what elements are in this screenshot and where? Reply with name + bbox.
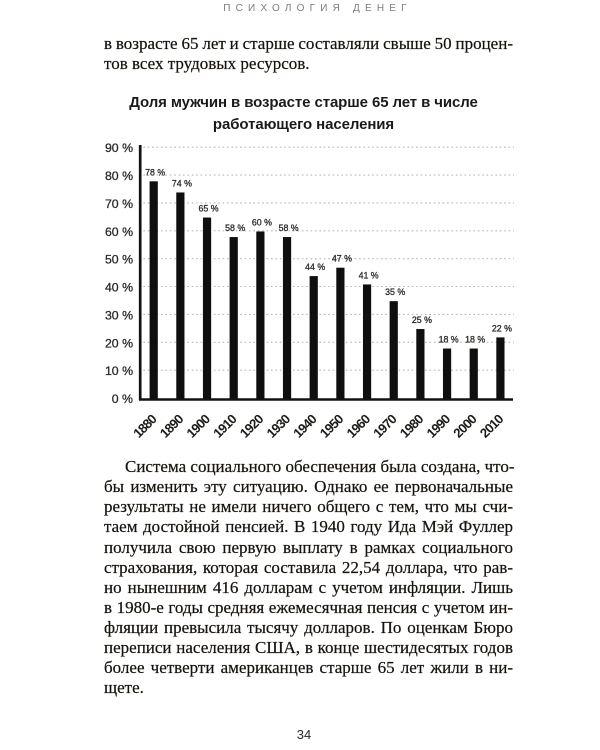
- svg-text:1940: 1940: [290, 411, 319, 440]
- svg-text:40 %: 40 %: [105, 281, 133, 295]
- svg-text:74 %: 74 %: [172, 179, 192, 189]
- svg-text:1900: 1900: [184, 411, 213, 440]
- svg-text:1960: 1960: [344, 411, 373, 440]
- svg-text:22 %: 22 %: [492, 323, 512, 333]
- svg-text:1990: 1990: [424, 411, 453, 440]
- svg-text:1890: 1890: [157, 411, 186, 440]
- svg-text:50 %: 50 %: [105, 253, 133, 267]
- svg-text:2000: 2000: [450, 411, 479, 440]
- svg-text:10 %: 10 %: [105, 364, 133, 378]
- svg-text:1910: 1910: [210, 411, 239, 440]
- svg-text:35 %: 35 %: [385, 287, 405, 297]
- svg-text:60 %: 60 %: [105, 225, 133, 239]
- svg-text:41 %: 41 %: [359, 270, 379, 280]
- svg-text:1920: 1920: [237, 411, 266, 440]
- svg-text:20 %: 20 %: [105, 336, 133, 350]
- svg-text:0 %: 0 %: [112, 392, 133, 406]
- svg-text:44 %: 44 %: [305, 262, 325, 272]
- svg-text:18 %: 18 %: [439, 335, 459, 345]
- svg-text:47 %: 47 %: [332, 254, 352, 264]
- svg-text:1970: 1970: [370, 411, 399, 440]
- svg-text:70 %: 70 %: [105, 197, 133, 211]
- svg-text:1880: 1880: [130, 411, 159, 440]
- svg-text:65 %: 65 %: [198, 204, 218, 214]
- svg-text:80 %: 80 %: [105, 169, 133, 183]
- svg-text:58 %: 58 %: [279, 223, 299, 233]
- svg-text:60 %: 60 %: [252, 218, 272, 228]
- svg-text:1980: 1980: [397, 411, 426, 440]
- svg-text:1930: 1930: [264, 411, 293, 440]
- svg-text:1950: 1950: [317, 411, 346, 440]
- svg-text:18 %: 18 %: [465, 335, 485, 345]
- svg-text:30 %: 30 %: [105, 308, 133, 322]
- svg-text:90 %: 90 %: [105, 141, 133, 155]
- svg-text:25 %: 25 %: [412, 315, 432, 325]
- svg-text:58 %: 58 %: [225, 223, 245, 233]
- svg-text:78 %: 78 %: [145, 167, 165, 177]
- svg-text:2010: 2010: [477, 411, 506, 440]
